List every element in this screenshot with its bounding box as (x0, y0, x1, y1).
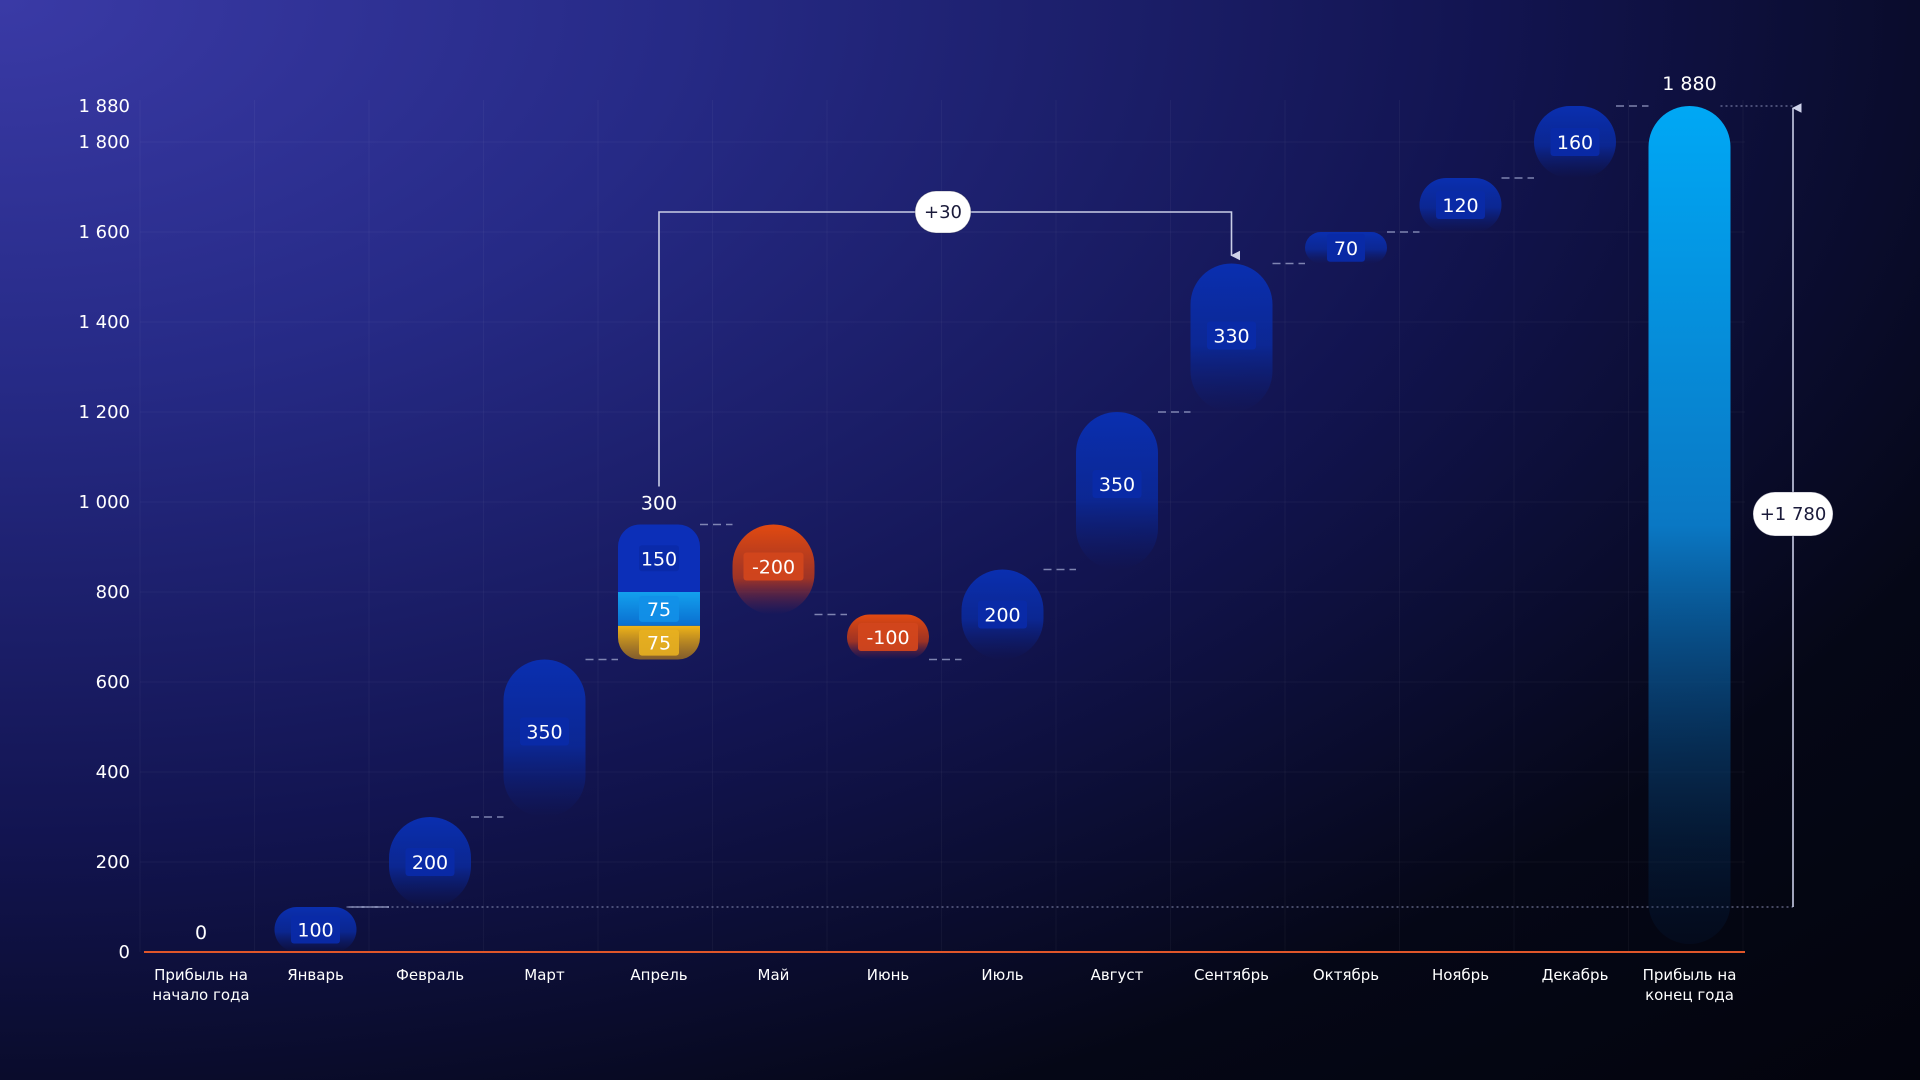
y-tick-label: 1 600 (78, 222, 130, 243)
bar-value-label: 100 (297, 920, 333, 942)
y-tick-label: 200 (96, 852, 130, 873)
bar-label-bg (1092, 470, 1142, 498)
x-tick-label: Сентябрь (1194, 966, 1269, 984)
grid (139, 100, 1745, 952)
bar-value-label: 120 (1442, 195, 1478, 217)
x-tick-label: Прибыль на (1643, 966, 1737, 984)
callouts: +30 +1 780 (658, 103, 1834, 907)
callout-label: +30 (924, 202, 962, 223)
x-tick-label: Февраль (396, 966, 464, 984)
bar-value-label: 200 (984, 605, 1020, 627)
bar-total-label: 300 (641, 493, 677, 515)
callout-label: +1 780 (1760, 504, 1827, 525)
y-axis: 0 200 400 600 800 1 000 1 200 1 400 1 600 1 800 1 … (78, 96, 130, 963)
bar-label-bg (291, 915, 340, 944)
x-tick-label: Июль (981, 966, 1023, 984)
bar-value-label: 330 (1213, 326, 1249, 348)
connectors (346, 105, 1793, 908)
x-tick-label: Март (524, 966, 565, 984)
y-tick-label: 1 880 (78, 96, 130, 117)
x-tick-label: начало года (152, 986, 249, 1004)
bar-value-label: 75 (647, 633, 671, 655)
x-axis: Прибыль на начало года Январь Февраль Март Ап… (144, 951, 1745, 1004)
end-value-label: 1 880 (1662, 73, 1716, 95)
y-tick-label: 800 (96, 582, 130, 603)
y-tick-label: 400 (96, 762, 130, 783)
bar-label-bg (978, 600, 1027, 629)
bar-end-total (1648, 106, 1731, 944)
x-tick-label: Апрель (630, 966, 687, 984)
bar-value-label: 200 (412, 852, 448, 874)
bar-value-label: 350 (1099, 474, 1135, 496)
x-tick-label: Январь (287, 966, 344, 984)
bar-label-bg (405, 848, 455, 876)
x-tick-label: Прибыль на (154, 966, 248, 984)
bar-label-bg (858, 623, 918, 651)
x-tick-label: конец года (1645, 986, 1734, 1004)
bar-label-bg (639, 595, 679, 622)
bar-value-label: 350 (526, 722, 562, 744)
x-tick-label: Ноябрь (1432, 966, 1489, 984)
bar-value-label: 160 (1557, 132, 1593, 154)
bar-label-bg (520, 717, 569, 746)
bars: 0 100 200 350 75 75 150 300 -200 -100 200 350 330 70 1… (195, 73, 1731, 952)
bar-label-bg (1436, 191, 1485, 219)
y-tick-label: 1 200 (78, 402, 130, 423)
bar-label-bg (743, 552, 804, 581)
x-tick-label: Август (1091, 966, 1144, 984)
bar-value-label: -100 (866, 627, 909, 649)
y-tick-label: 0 (119, 942, 130, 963)
start-value-label: 0 (195, 922, 207, 944)
x-tick-label: Май (758, 966, 790, 984)
callout-pill (914, 190, 972, 234)
y-tick-label: 600 (96, 672, 130, 693)
bar-label-bg (1327, 233, 1365, 262)
bar-label-bg (1207, 321, 1256, 350)
bar-value-label: -200 (752, 557, 795, 579)
y-tick-label: 1 800 (78, 132, 130, 153)
bar-value-label: 75 (647, 599, 671, 621)
bar-label-bg (639, 545, 679, 572)
bar-value-label: 70 (1334, 238, 1358, 260)
y-tick-label: 1 400 (78, 312, 130, 333)
x-tick-label: Октябрь (1313, 966, 1379, 984)
x-tick-label: Декабрь (1542, 966, 1609, 984)
bar-label-bg (639, 629, 679, 656)
bar-label-bg (1550, 128, 1600, 156)
bar-value-label: 150 (641, 548, 677, 570)
y-tick-label: 1 000 (78, 492, 130, 513)
x-tick-label: Июнь (867, 966, 910, 984)
callout-pill (1752, 491, 1834, 537)
